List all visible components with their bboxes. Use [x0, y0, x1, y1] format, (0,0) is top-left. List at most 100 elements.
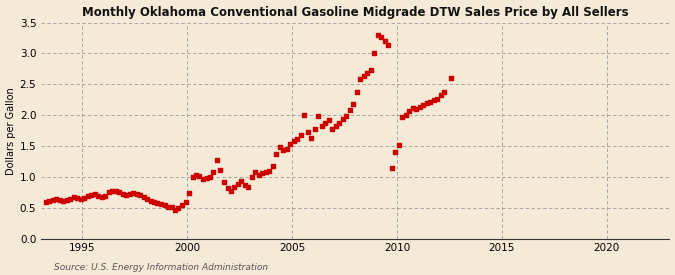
Point [421, 101, 432, 105]
Point [180, 199, 191, 204]
Point [177, 203, 188, 207]
Point [194, 174, 205, 178]
Point [323, 117, 334, 122]
Point [128, 191, 138, 195]
Point [432, 96, 443, 101]
Point [407, 106, 418, 110]
Point [205, 175, 215, 179]
Point [117, 191, 128, 196]
Point [100, 193, 111, 198]
Point [428, 98, 439, 103]
Point [47, 198, 58, 202]
Point [435, 93, 446, 98]
Point [159, 203, 170, 208]
Point [372, 33, 383, 37]
Point [376, 35, 387, 39]
Point [390, 150, 401, 155]
Point [338, 117, 348, 121]
Point [173, 206, 184, 210]
Point [76, 196, 86, 201]
Point [103, 190, 114, 195]
Point [82, 194, 93, 198]
Point [334, 120, 345, 125]
Point [55, 198, 65, 203]
Point [107, 188, 117, 193]
Point [225, 188, 236, 193]
Point [439, 89, 450, 94]
Point [156, 202, 167, 206]
Point [400, 113, 411, 117]
Point [299, 113, 310, 117]
Point [121, 193, 132, 197]
Point [267, 164, 278, 168]
Point [44, 199, 55, 203]
Point [330, 123, 341, 128]
Point [229, 185, 240, 190]
Point [219, 180, 230, 184]
Point [166, 205, 177, 210]
Point [138, 194, 149, 199]
Point [92, 193, 103, 198]
Point [124, 192, 135, 196]
Point [148, 200, 159, 205]
Point [142, 197, 153, 201]
Point [275, 145, 286, 150]
Point [89, 192, 100, 196]
Point [145, 199, 156, 203]
Point [201, 176, 212, 180]
Point [254, 173, 265, 177]
Point [351, 89, 362, 94]
Title: Monthly Oklahoma Conventional Gasoline Midgrade DTW Sales Price by All Sellers: Monthly Oklahoma Conventional Gasoline M… [82, 6, 628, 18]
Point [257, 171, 268, 175]
Point [97, 194, 107, 199]
Point [240, 183, 250, 187]
Point [365, 68, 376, 72]
Point [79, 196, 90, 200]
Point [169, 208, 180, 212]
Point [344, 108, 355, 112]
Point [198, 177, 209, 181]
Point [425, 99, 435, 104]
Point [113, 190, 124, 195]
Point [215, 167, 226, 172]
Point [320, 120, 331, 125]
Text: Source: U.S. Energy Information Administration: Source: U.S. Energy Information Administ… [54, 263, 268, 272]
Point [327, 126, 338, 131]
Point [281, 146, 292, 151]
Point [302, 130, 313, 135]
Point [285, 142, 296, 146]
Point [393, 143, 404, 147]
Point [243, 185, 254, 189]
Point [86, 193, 97, 197]
Point [386, 166, 397, 170]
Point [40, 200, 51, 205]
Point [110, 189, 121, 193]
Point [250, 170, 261, 174]
Point [61, 198, 72, 202]
Point [135, 193, 146, 197]
Point [362, 71, 373, 75]
Point [58, 199, 69, 203]
Point [72, 196, 82, 200]
Point [187, 175, 198, 179]
Point [369, 51, 379, 56]
Point [184, 191, 194, 195]
Point [306, 136, 317, 140]
Point [163, 204, 173, 209]
Point [404, 109, 414, 113]
Point [278, 148, 289, 153]
Point [131, 191, 142, 196]
Point [65, 196, 76, 201]
Point [348, 102, 358, 106]
Point [379, 39, 390, 43]
Point [222, 186, 233, 190]
Point [383, 43, 394, 48]
Point [292, 136, 302, 141]
Point [397, 115, 408, 119]
Point [190, 172, 201, 177]
Point [51, 197, 61, 201]
Point [317, 123, 327, 128]
Point [418, 103, 429, 107]
Point [288, 139, 299, 143]
Point [246, 175, 257, 179]
